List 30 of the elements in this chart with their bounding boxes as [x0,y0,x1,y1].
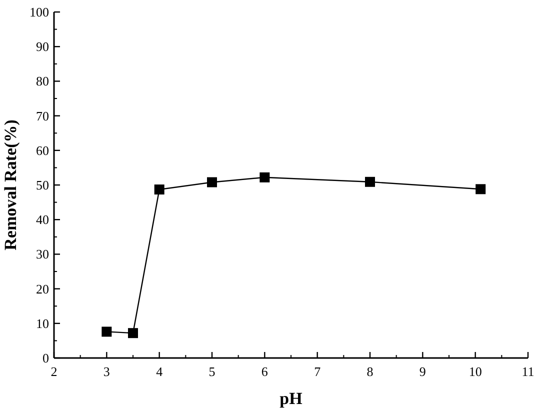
point [102,326,112,337]
x-tick-label: 6 [261,364,268,379]
point [476,184,486,194]
y-tick-label: 80 [36,74,49,89]
point [365,176,375,187]
x-tick-label: 4 [156,364,164,379]
x-tick-label: 2 [50,364,58,379]
y-tick-label: 0 [42,350,49,366]
y-tick-label: 10 [36,316,49,331]
y-tick-label: 90 [36,39,49,54]
point [207,177,217,188]
x-tick-label: 5 [208,364,216,379]
y-tick-label: 60 [36,142,49,158]
x-tick-label: 9 [419,364,426,379]
x-tick-label: 7 [314,364,322,379]
y-tick-label: 50 [36,178,49,192]
x-tick-label: 10 [468,364,482,379]
y-tick-label: 40 [36,212,49,228]
y-tick-label: 20 [36,281,49,296]
x-tick-label: 3 [103,364,110,379]
y-tick-label: 30 [36,246,49,262]
point [260,172,270,182]
x-axis-title: pH [280,389,302,408]
x-tick-label: 8 [366,364,374,379]
y-axis-title: Removal Rate(%) [1,120,20,250]
y-tick-label: 100 [30,4,49,20]
x-tick-label: 11 [522,364,534,379]
point [128,328,138,338]
y-tick-label: 70 [36,108,49,124]
point [154,184,164,194]
